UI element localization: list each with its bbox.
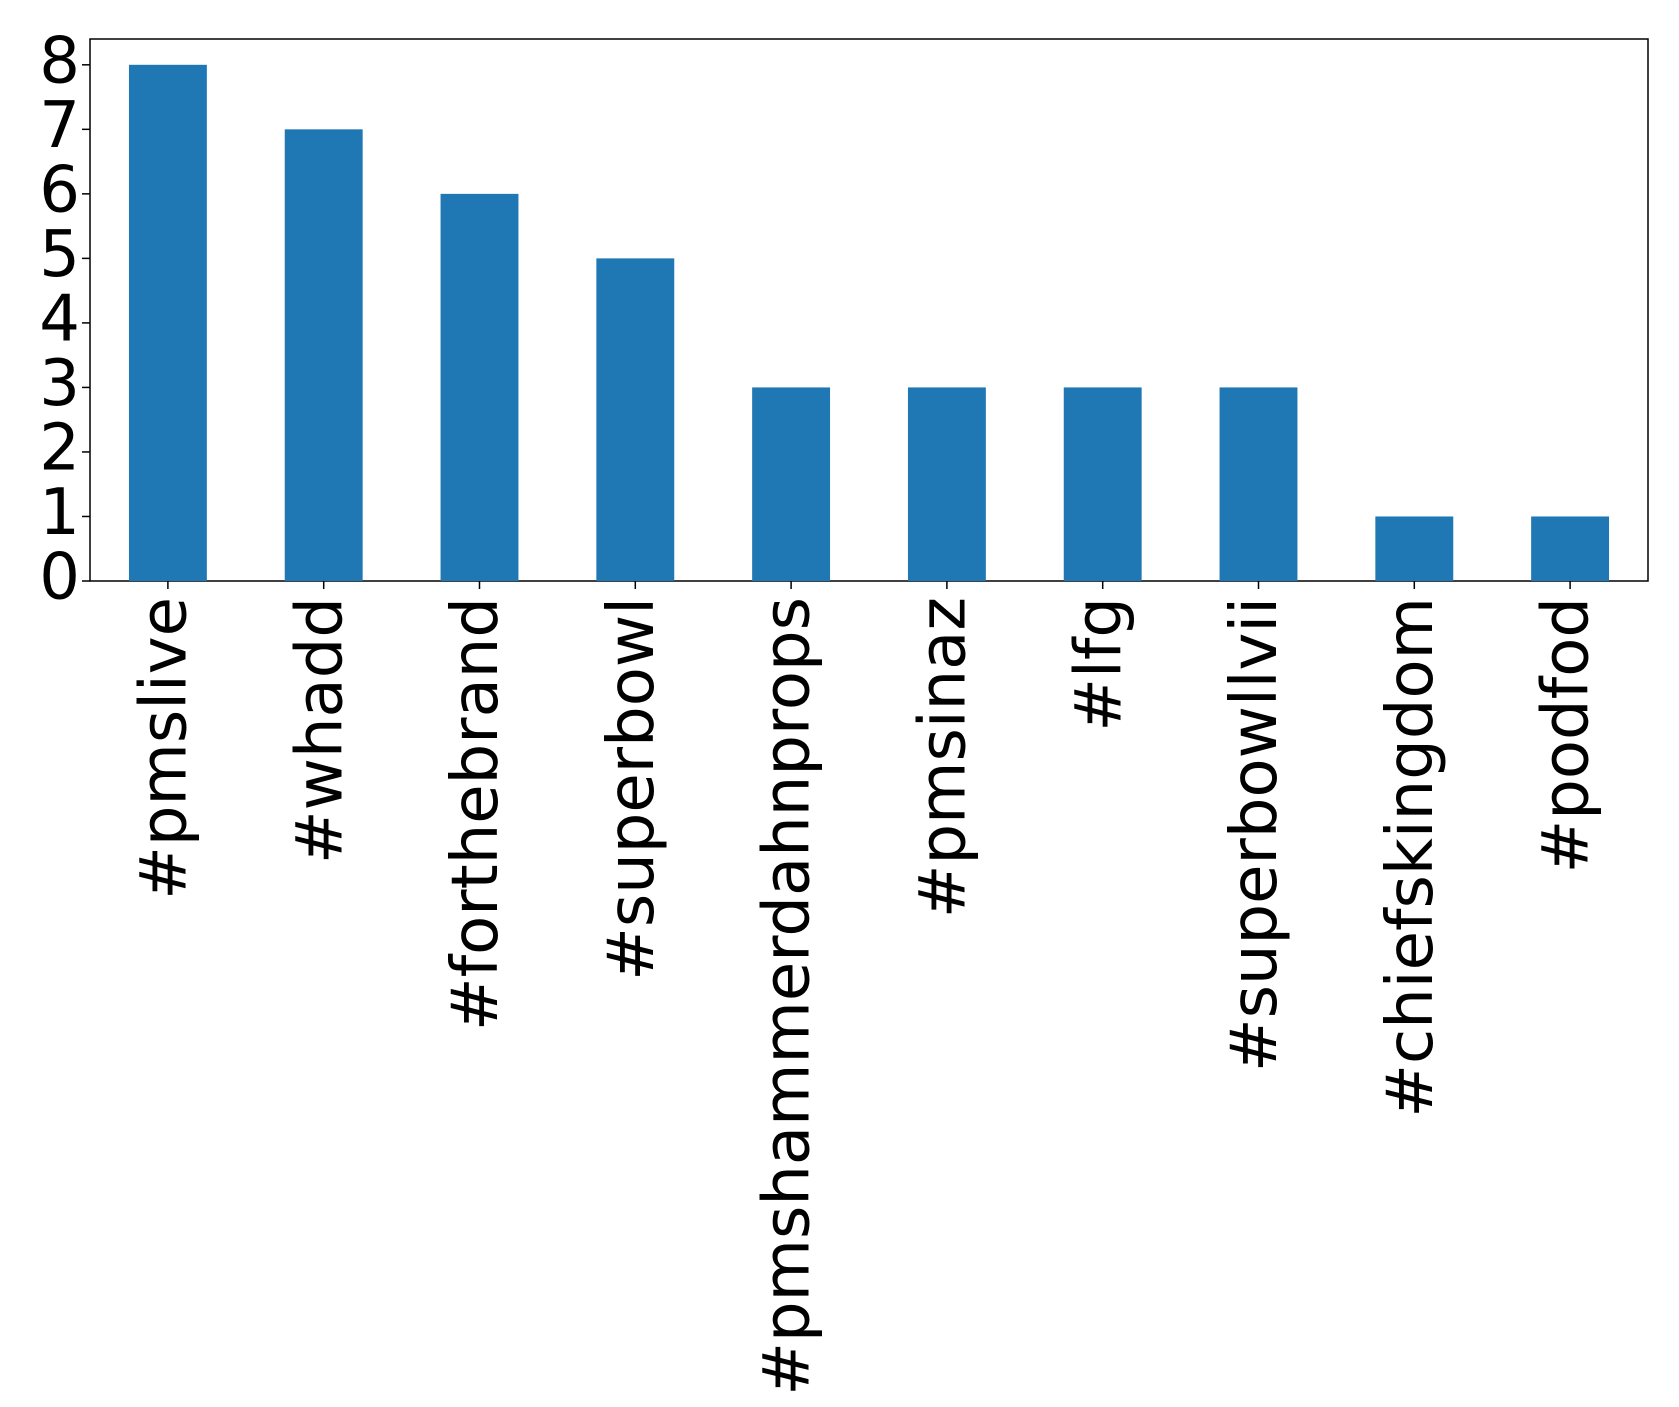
y-tick-label: 5 [39,218,80,292]
x-tick-label: #chiefskingdom [1374,597,1448,1118]
bar [1063,387,1142,581]
plot-frame [89,38,1649,582]
y-tick-label: 1 [39,476,80,550]
y-tick-label: 8 [39,24,80,98]
x-tick-label: #pmshammerdahnprops [751,597,825,1396]
x-tick-label: #pmslive [127,597,201,900]
x-tick-label: #superbowl [595,597,669,981]
x-tick-label: #superbowllvii [1218,597,1292,1072]
y-tick-label: 7 [39,89,80,163]
x-tick-label: #whadd [283,597,357,864]
x-tick-label: #pmsinaz [906,597,980,918]
x-tick-label: #lfg [1062,597,1136,732]
y-tick-label: 6 [39,153,80,227]
y-tick-label: 0 [39,541,80,615]
bar [284,129,363,582]
x-tick-label: #podfod [1530,597,1604,873]
bar [1219,387,1298,581]
bar [1375,516,1454,581]
y-tick-label: 4 [39,282,80,356]
bar [907,387,986,581]
bar [596,258,675,581]
bar [128,64,207,582]
y-tick-label: 2 [39,412,80,486]
y-tick-label: 3 [39,347,80,421]
bar [1531,516,1610,581]
bar [440,193,519,581]
x-tick-label: #forthebrand [439,597,513,1031]
bar [752,387,831,581]
